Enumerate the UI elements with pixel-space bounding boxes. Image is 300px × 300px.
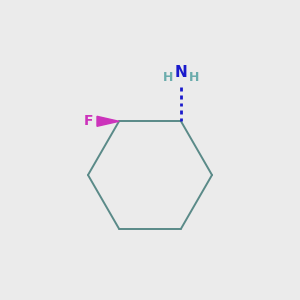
Text: F: F bbox=[83, 114, 93, 128]
Polygon shape bbox=[97, 116, 119, 126]
Text: H: H bbox=[189, 71, 199, 84]
Text: H: H bbox=[163, 71, 173, 84]
Text: N: N bbox=[175, 65, 188, 80]
